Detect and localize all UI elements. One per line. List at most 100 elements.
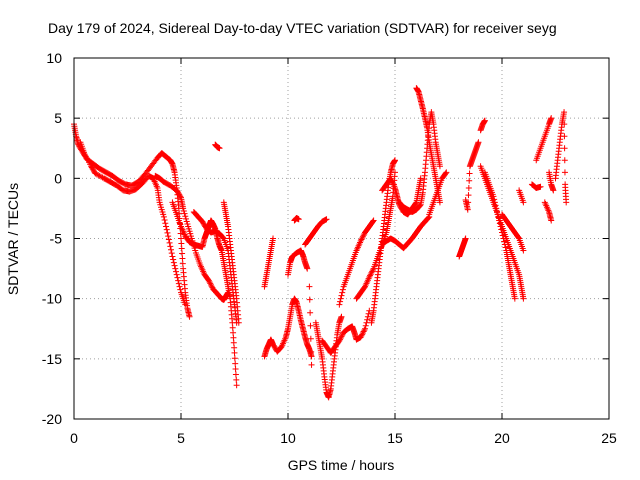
data-point [367,272,374,279]
series-track-w [426,169,450,218]
data-point [367,271,374,278]
data-point [499,232,506,239]
data-point [561,145,568,152]
data-point [206,279,213,286]
series-track-j [285,247,311,278]
data-point [365,310,372,317]
series-track-y [462,139,482,213]
data-point [229,324,236,331]
data-point [495,214,502,221]
data-point [186,313,193,320]
data-point [232,366,239,373]
data-point [561,121,568,128]
data-point [168,246,175,253]
data-point [361,284,368,291]
data-point [358,332,365,339]
data-point [491,196,498,203]
data-point [412,200,419,207]
data-point [502,244,509,251]
x-tick-label: 5 [177,430,185,446]
data-point [306,296,313,303]
y-tick-label: -15 [42,351,62,367]
data-point [359,329,366,336]
x-tick-label: 0 [70,430,78,446]
data-point [362,325,369,332]
data-point [464,206,471,213]
data-point [207,281,214,288]
data-point [180,208,187,215]
data-point [179,255,186,262]
data-point [498,226,505,233]
data-point [490,193,497,200]
data-point [366,274,373,281]
data-point [177,286,184,293]
series-track-a [71,121,193,320]
y-tick-label: 10 [46,50,62,66]
data-point [465,184,472,191]
series-track-ad [516,187,527,206]
data-point [475,139,482,146]
x-tick-label: 10 [280,430,296,446]
series-track-ai [552,109,570,206]
data-point [173,271,180,278]
data-point [179,260,186,267]
data-point [550,187,557,194]
data-point [462,235,469,242]
data-point [563,199,570,206]
y-tick-label: -5 [50,231,63,247]
data-point [173,268,180,275]
data-point [163,226,170,233]
y-axis-label: SDTVAR / TECUs [5,183,21,295]
data-point [492,202,499,209]
series-track-l [302,216,330,248]
data-point [436,163,443,170]
data-point [208,283,215,290]
data-point [306,283,313,290]
data-point [175,280,182,287]
data-point [466,177,473,184]
data-point [368,269,375,276]
series-track-af [533,115,555,164]
data-point [336,301,343,308]
data-point [359,331,366,338]
series-track-ae [528,181,544,191]
data-point [339,332,346,339]
x-tick-label: 20 [494,430,510,446]
data-point [232,360,239,367]
data-point [233,376,240,383]
data-point [270,235,277,242]
data-point [165,236,172,243]
data-point [501,238,508,245]
data-point [181,210,188,217]
data-point [161,217,168,224]
x-axis-label: GPS time / hours [288,457,395,473]
data-point [359,233,366,240]
data-point [170,256,177,263]
data-point [216,145,223,152]
y-tick-label: 0 [54,170,62,186]
data-point [360,232,367,239]
data-point [205,277,212,284]
data-point [230,334,237,341]
data-point [172,265,179,272]
data-point [178,240,185,247]
data-point [307,322,314,329]
data-point [182,213,189,220]
data-point [230,329,237,336]
data-point [307,335,314,342]
series-track-ag [541,199,555,224]
series-track-z [477,117,488,134]
data-point [180,205,187,212]
data-point [304,265,311,272]
data-point [170,259,177,266]
data-point [491,199,498,206]
data-point [169,253,176,260]
series-track-f [220,199,242,326]
data-point [496,217,503,224]
data-point [235,319,242,326]
data-point [307,309,314,316]
series-track-c [152,172,232,303]
data-point [230,339,237,346]
data-point [561,157,568,164]
data-point [358,236,365,243]
